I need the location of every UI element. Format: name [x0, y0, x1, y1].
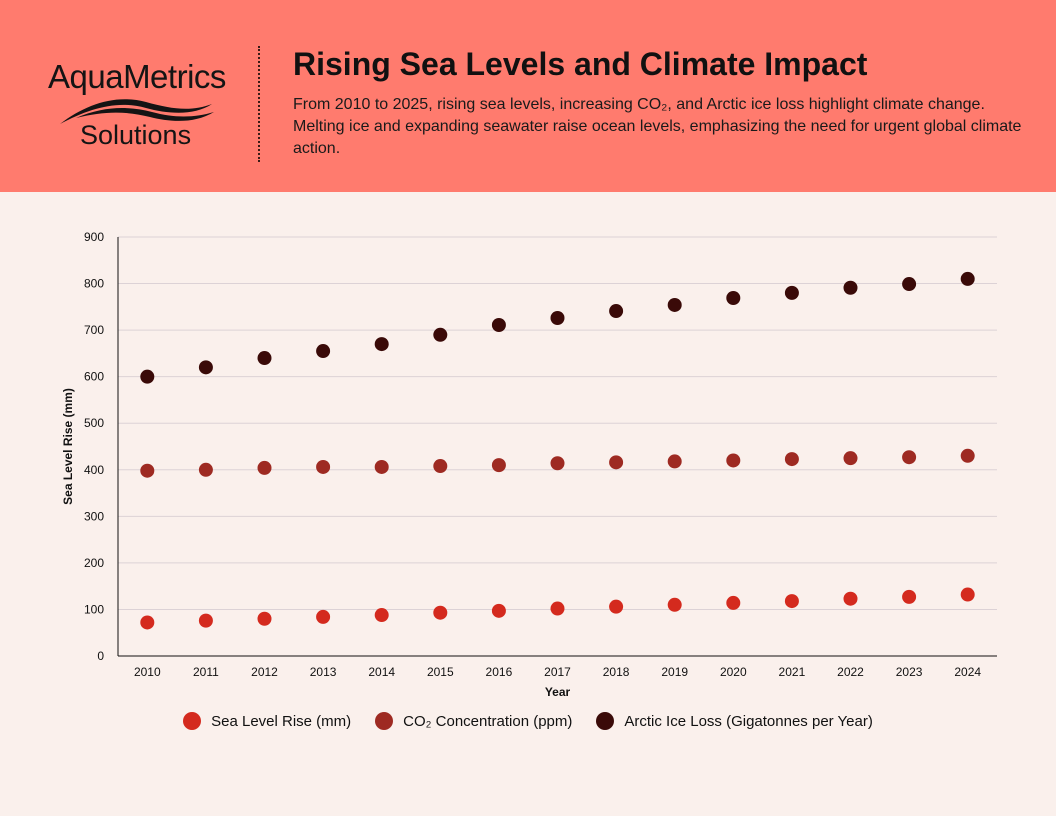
legend-label: Arctic Ice Loss (Gigatonnes per Year)	[624, 712, 873, 730]
x-axis-title: Year	[545, 685, 571, 699]
x-tick-label: 2023	[896, 665, 923, 679]
logo-text-top: AquaMetrics	[48, 58, 226, 95]
data-point-series-3	[902, 277, 917, 292]
y-tick-label: 200	[84, 556, 104, 570]
x-tick-label: 2015	[427, 665, 454, 679]
x-tick-label: 2022	[837, 665, 864, 679]
data-point-series-1	[960, 587, 975, 602]
data-point-series-1	[843, 591, 858, 606]
data-point-series-2	[726, 453, 741, 468]
logo-text-bottom: Solutions	[80, 120, 192, 150]
data-point-series-3	[257, 351, 272, 366]
data-point-series-3	[726, 290, 741, 305]
y-tick-label: 300	[84, 509, 104, 523]
data-point-series-3	[140, 369, 155, 384]
legend-item: Arctic Ice Loss (Gigatonnes per Year)	[596, 712, 873, 730]
wave-icon	[60, 99, 214, 124]
y-tick-label: 600	[84, 370, 104, 384]
x-tick-label: 2017	[544, 665, 571, 679]
x-tick-label: 2020	[720, 665, 747, 679]
legend-item: Sea Level Rise (mm)	[183, 712, 351, 730]
x-tick-label: 2024	[954, 665, 981, 679]
legend-label: Sea Level Rise (mm)	[211, 712, 352, 730]
header-divider	[258, 46, 260, 162]
data-point-series-2	[784, 452, 799, 467]
data-point-series-2	[667, 454, 682, 469]
data-point-series-3	[491, 317, 506, 332]
x-tick-label: 2019	[661, 665, 688, 679]
data-point-series-2	[316, 459, 331, 474]
legend-marker	[596, 712, 615, 730]
y-axis-title: Sea Level Rise (mm)	[61, 388, 75, 505]
data-point-series-2	[491, 458, 506, 473]
x-tick-label: 2012	[251, 665, 278, 679]
x-tick-label: 2014	[368, 665, 395, 679]
data-point-series-2	[609, 455, 624, 470]
x-tick-label: 2013	[310, 665, 337, 679]
data-point-series-2	[433, 459, 448, 474]
legend-marker	[375, 712, 394, 730]
data-point-series-1	[609, 599, 624, 614]
x-tick-label: 2011	[193, 665, 219, 679]
data-point-series-3	[374, 337, 389, 352]
page-title: Rising Sea Levels and Climate Impact	[293, 46, 868, 82]
data-point-series-1	[316, 609, 331, 624]
data-point-series-2	[843, 451, 858, 466]
data-point-series-1	[433, 605, 448, 620]
x-tick-label: 2010	[134, 665, 161, 679]
scatter-chart: 0 100 200 300 400 500 600 700 800 900 2010 2011 2012…	[61, 230, 997, 699]
data-point-series-3	[667, 297, 682, 312]
data-point-series-1	[491, 603, 506, 618]
data-point-series-2	[374, 459, 389, 474]
y-tick-label: 900	[84, 230, 104, 244]
data-point-series-1	[198, 613, 213, 628]
y-tick-label: 800	[84, 277, 104, 291]
legend-label: CO₂ Concentration (ppm)	[403, 712, 573, 730]
x-tick-label: 2021	[779, 665, 806, 679]
data-point-series-1	[902, 589, 917, 604]
data-point-series-3	[433, 327, 448, 342]
data-point-series-2	[550, 456, 565, 471]
data-point-series-1	[550, 601, 565, 616]
chart-legend: Sea Level Rise (mm) CO₂ Concentration (pp…	[0, 712, 1056, 730]
data-point-series-2	[960, 448, 975, 463]
data-point-series-2	[257, 460, 272, 475]
data-point-series-3	[609, 304, 624, 319]
legend-marker	[183, 712, 202, 730]
y-tick-label: 100	[84, 602, 104, 616]
data-point-series-2	[140, 463, 155, 478]
data-point-series-3	[550, 311, 565, 326]
y-tick-label: 500	[84, 416, 104, 430]
y-tick-label: 400	[84, 463, 104, 477]
y-tick-label: 0	[97, 649, 104, 663]
data-point-series-3	[843, 280, 858, 295]
company-logo: AquaMetrics Solutions	[44, 58, 244, 154]
data-point-series-1	[257, 611, 272, 626]
x-tick-label: 2018	[603, 665, 630, 679]
data-point-series-3	[316, 344, 331, 359]
data-point-series-3	[960, 271, 975, 286]
page-subtitle: From 2010 to 2025, rising sea levels, in…	[293, 96, 1022, 157]
x-tick-label: 2016	[486, 665, 513, 679]
data-point-series-3	[198, 360, 213, 375]
data-point-series-1	[374, 608, 389, 623]
data-point-series-1	[667, 597, 682, 612]
data-point-series-1	[140, 615, 155, 630]
data-point-series-2	[902, 450, 917, 465]
legend-item: CO₂ Concentration (ppm)	[375, 712, 572, 730]
header-banner: AquaMetrics Solutions Rising Sea Levels …	[0, 0, 1056, 192]
data-point-series-3	[784, 285, 799, 300]
data-point-series-1	[784, 594, 799, 609]
data-point-series-2	[198, 462, 213, 477]
data-point-series-1	[726, 595, 741, 610]
y-tick-label: 700	[84, 323, 104, 337]
